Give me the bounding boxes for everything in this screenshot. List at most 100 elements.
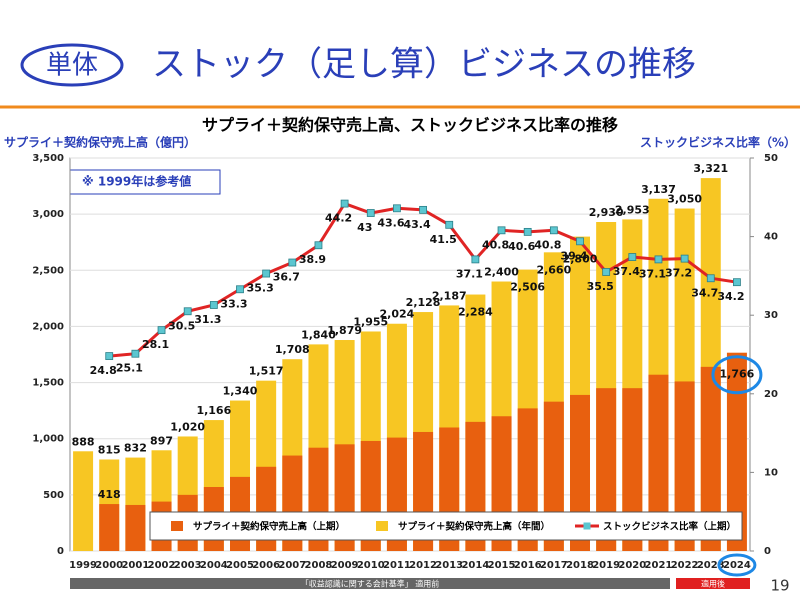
y-axis-label: サプライ＋契約保守売上高（億円）	[4, 135, 196, 150]
ratio-label: 30.5	[168, 319, 195, 332]
value-label: 2,024	[380, 308, 415, 321]
ratio-marker	[497, 226, 506, 235]
ratio-marker	[183, 307, 192, 316]
value-label: 2,284	[458, 306, 493, 319]
value-label: 1,166	[196, 404, 231, 417]
ratio-label: 37.1	[456, 267, 483, 280]
x-tick-label: 2014	[461, 560, 489, 571]
value-label: 1,708	[275, 343, 310, 356]
ratio-marker	[314, 241, 323, 250]
bar	[73, 451, 94, 551]
legend-swatch	[171, 521, 183, 531]
ratio-label: 35.5	[587, 280, 614, 293]
ratio-marker	[576, 237, 584, 246]
ratio-marker	[523, 227, 532, 236]
x-tick-label: 2020	[618, 560, 646, 571]
ratio-marker	[209, 301, 218, 309]
ratio-label: 37.4	[613, 265, 640, 278]
x-tick-label: 2023	[697, 560, 725, 571]
ratio-marker	[393, 204, 401, 213]
x-tick-label: 2012	[409, 560, 437, 571]
x-tick-label: 1999	[69, 560, 97, 571]
footer-after-bar	[676, 578, 750, 589]
footer-before-bar	[70, 578, 670, 589]
x-tick-label: 2005	[226, 560, 254, 571]
value-label: 2,930	[589, 206, 624, 219]
value-label: 897	[150, 434, 173, 447]
y2-tick-label: 30	[764, 310, 778, 321]
x-tick-label: 2019	[592, 560, 620, 571]
y-tick-label: 3,500	[32, 153, 64, 164]
ratio-marker	[602, 268, 611, 276]
y-tick-label: 1,500	[32, 378, 64, 389]
x-tick-label: 2001	[121, 560, 149, 571]
bar	[99, 504, 120, 551]
legend-swatch	[583, 522, 591, 530]
footer-after: 適用後	[701, 579, 725, 589]
y-tick-label: 2,500	[32, 265, 64, 276]
note: ※ 1999年は参考値	[82, 174, 191, 189]
badge: 単体	[46, 51, 98, 81]
ratio-marker	[157, 326, 166, 335]
ratio-label: 36.7	[273, 271, 300, 284]
ratio-label: 34.2	[717, 290, 744, 303]
value-label: 888	[72, 435, 95, 448]
ratio-marker	[366, 209, 375, 217]
slide-title: ストック（足し算）ビジネスの推移	[152, 45, 696, 85]
y2-axis-label: ストックビジネス比率（%）	[640, 135, 796, 150]
ratio-marker	[131, 349, 140, 358]
ratio-marker	[262, 269, 271, 278]
ratio-marker	[549, 226, 558, 235]
y-tick-label: 500	[43, 490, 64, 501]
y2-tick-label: 0	[764, 546, 771, 557]
ratio-marker	[445, 220, 454, 229]
badge-frame	[20, 43, 124, 87]
value-label: 2,128	[406, 296, 441, 309]
y-tick-label: 1,000	[32, 434, 64, 445]
value-label: 2,506	[510, 281, 545, 294]
y-tick-label: 3,000	[32, 209, 64, 220]
ratio-marker	[236, 285, 244, 294]
value-label: 3,050	[667, 193, 702, 206]
value-label: 832	[124, 442, 147, 455]
chart-title: サプライ＋契約保守売上高、ストックビジネス比率の推移	[202, 116, 618, 135]
ratio-marker	[419, 205, 427, 214]
value-label: 2,953	[615, 203, 650, 216]
value-label: 1,840	[301, 328, 336, 341]
ratio-label: 39.4	[560, 249, 587, 262]
x-tick-label: 2008	[305, 560, 333, 571]
x-tick-label: 2007	[278, 560, 306, 571]
value-label: 815	[98, 443, 121, 456]
ratio-label: 37.2	[665, 267, 692, 280]
x-tick-label: 2016	[514, 560, 542, 571]
ratio-marker	[706, 274, 715, 283]
x-tick-label: 2013	[435, 560, 463, 571]
x-tick-label: 2018	[566, 560, 594, 571]
ratio-label: 40.8	[534, 238, 561, 251]
y2-tick-label: 40	[764, 232, 778, 243]
y2-tick-label: 20	[764, 389, 778, 400]
value-label: 1,517	[249, 365, 284, 378]
ratio-label: 37.1	[639, 267, 666, 280]
ratio-marker	[340, 199, 349, 208]
x-tick-label: 2002	[148, 560, 176, 571]
highlight	[711, 355, 763, 395]
highlight	[717, 553, 757, 577]
legend-label: サプライ＋契約保守売上高（上期）	[193, 521, 345, 533]
ratio-marker	[105, 352, 114, 360]
legend-label: サプライ＋契約保守売上高（年間）	[398, 521, 550, 533]
legend-box	[149, 511, 743, 541]
x-tick-label: 2006	[252, 560, 280, 571]
value-label: 2,187	[432, 289, 467, 302]
bar	[674, 381, 695, 551]
x-tick-label: 2010	[357, 560, 385, 571]
ratio-marker	[680, 254, 689, 263]
ratio-label: 43.4	[404, 218, 431, 231]
value-label: 418	[98, 488, 121, 501]
value-label: 1,340	[223, 385, 258, 398]
value-label: 1,955	[353, 315, 388, 328]
value-label: 1,020	[170, 420, 205, 433]
x-tick-label: 2009	[331, 560, 359, 571]
